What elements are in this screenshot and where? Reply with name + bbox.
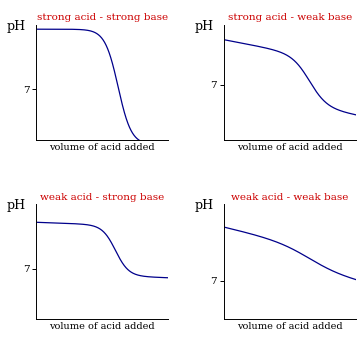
Title: weak acid - weak base: weak acid - weak base [231, 193, 348, 201]
X-axis label: volume of acid added: volume of acid added [49, 322, 155, 331]
X-axis label: volume of acid added: volume of acid added [237, 143, 343, 152]
Title: weak acid - strong base: weak acid - strong base [40, 193, 164, 201]
X-axis label: volume of acid added: volume of acid added [237, 322, 343, 331]
Y-axis label: pH: pH [194, 199, 213, 212]
Y-axis label: pH: pH [7, 199, 26, 212]
Title: strong acid - strong base: strong acid - strong base [37, 13, 168, 22]
Title: strong acid - weak base: strong acid - weak base [228, 13, 352, 22]
Y-axis label: pH: pH [194, 20, 213, 33]
X-axis label: volume of acid added: volume of acid added [49, 143, 155, 152]
Y-axis label: pH: pH [7, 20, 26, 33]
